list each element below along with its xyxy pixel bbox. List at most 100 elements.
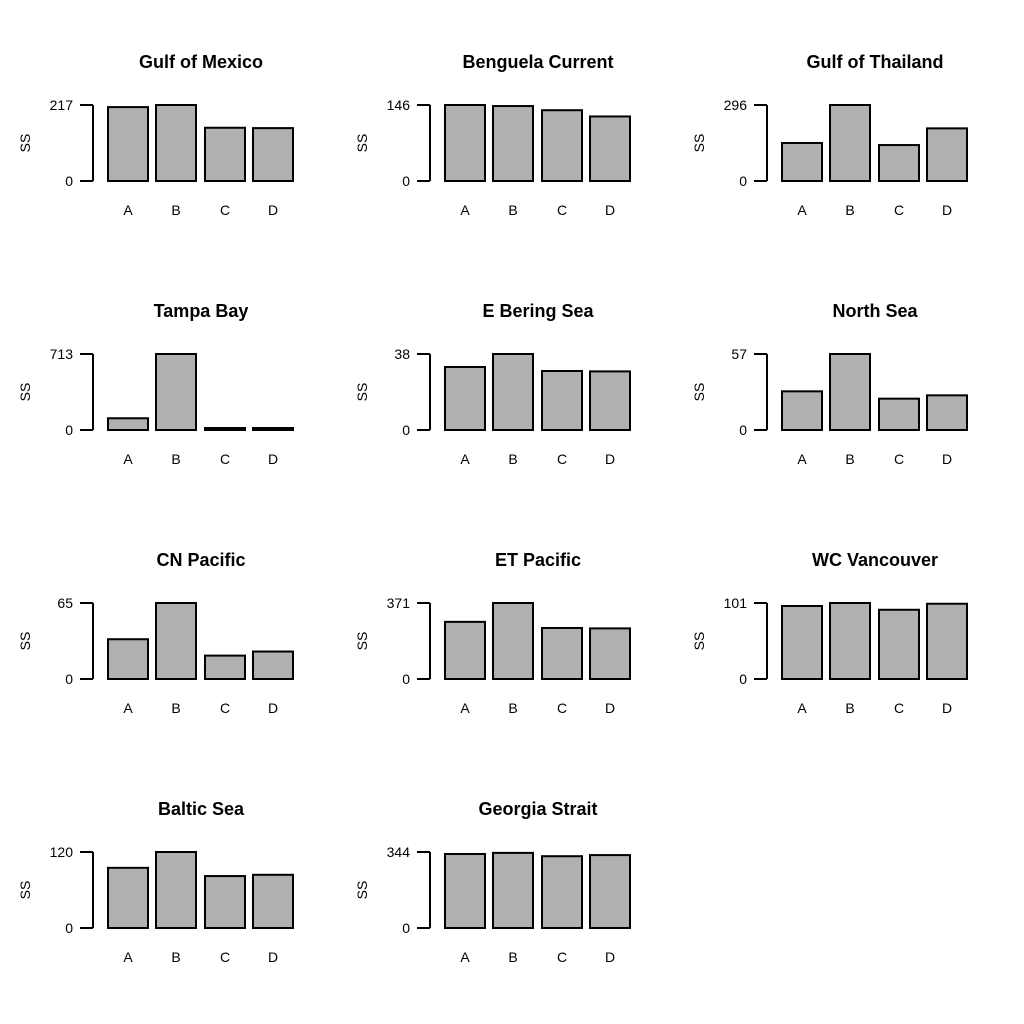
x-tick-label: A [123,949,133,965]
bar [829,602,871,680]
y-axis-label: SS [354,383,370,402]
y-tick-label: 0 [65,920,73,936]
chart-panel: North Sea 0 57 SS A B C D [691,301,968,467]
x-tick-label: A [123,451,133,467]
x-tick-label: C [220,700,230,716]
x-tick-label: B [845,202,854,218]
bar [878,144,920,182]
y-tick-label: 0 [65,422,73,438]
y-tick-label: 57 [731,346,747,362]
x-tick-label: D [942,451,952,467]
chart-title: WC Vancouver [812,550,938,570]
bar [155,602,197,680]
chart-panel: Gulf of Mexico 0 217 SS A B C D [17,52,294,218]
bar [444,852,486,929]
x-tick-label: B [171,949,180,965]
bar [829,353,871,431]
chart-title: CN Pacific [156,550,245,570]
y-tick-label: 0 [402,920,410,936]
y-tick-label: 371 [387,595,411,611]
chart-title: Benguela Current [462,52,613,72]
bar [107,866,149,930]
bar [252,873,294,930]
bar [829,104,871,182]
bar [204,875,246,929]
chart-panel: E Bering Sea 0 38 SS A B C D [354,301,631,467]
bar [926,602,968,680]
bar [492,105,534,182]
x-tick-label: A [123,202,133,218]
bar [589,115,631,182]
bar [492,602,534,680]
x-tick-label: B [508,949,517,965]
x-tick-label: A [460,700,470,716]
bar [492,851,534,929]
y-axis-label: SS [691,383,707,402]
y-tick-label: 0 [739,422,747,438]
chart-title: ET Pacific [495,550,581,570]
bar [204,654,246,681]
x-tick-label: C [894,700,904,716]
x-tick-label: B [845,700,854,716]
y-tick-label: 0 [402,671,410,687]
x-tick-label: D [268,202,278,218]
chart-title: Gulf of Thailand [807,52,944,72]
bar [589,627,631,680]
x-tick-label: A [460,202,470,218]
x-tick-label: B [171,202,180,218]
x-tick-label: C [220,451,230,467]
chart-panel: Gulf of Thailand 0 296 SS A B C D [691,52,968,218]
x-tick-label: C [557,451,567,467]
bar [155,851,197,929]
x-tick-label: C [557,949,567,965]
y-axis-label: SS [354,134,370,153]
y-tick-label: 0 [739,671,747,687]
bar [444,366,486,431]
x-tick-label: A [460,949,470,965]
y-tick-label: 0 [65,173,73,189]
x-tick-label: C [894,451,904,467]
chart-title: Gulf of Mexico [139,52,263,72]
chart-title: Tampa Bay [154,301,249,321]
y-tick-label: 0 [65,671,73,687]
x-tick-label: C [220,949,230,965]
y-axis-label: SS [691,134,707,153]
bar [878,608,920,680]
y-tick-label: 344 [387,844,411,860]
bar [589,854,631,929]
bar [781,605,823,680]
bar [444,104,486,182]
bar [541,626,583,680]
bar [155,353,197,431]
bar [781,142,823,182]
bar [926,394,968,431]
chart-title: North Sea [832,301,918,321]
y-axis-label: SS [354,881,370,900]
y-axis-label: SS [354,632,370,651]
x-tick-label: D [605,700,615,716]
bar [155,104,197,182]
bar [541,109,583,182]
x-tick-label: C [557,700,567,716]
chart-title: Baltic Sea [158,799,245,819]
y-tick-label: 296 [724,97,748,113]
y-tick-label: 217 [50,97,74,113]
bar [444,620,486,680]
x-tick-label: B [508,700,517,716]
bar [107,106,149,182]
bar [252,427,294,431]
x-tick-label: B [171,451,180,467]
x-tick-label: D [942,700,952,716]
bar [107,417,149,432]
x-tick-label: B [508,451,517,467]
bar [252,127,294,182]
x-tick-label: A [460,451,470,467]
bar [252,650,294,680]
chart-panel: Baltic Sea 0 120 SS A B C D [17,799,294,965]
x-tick-label: A [797,451,807,467]
bar [204,427,246,431]
y-tick-label: 0 [402,173,410,189]
bar [781,390,823,431]
y-tick-label: 65 [57,595,73,611]
